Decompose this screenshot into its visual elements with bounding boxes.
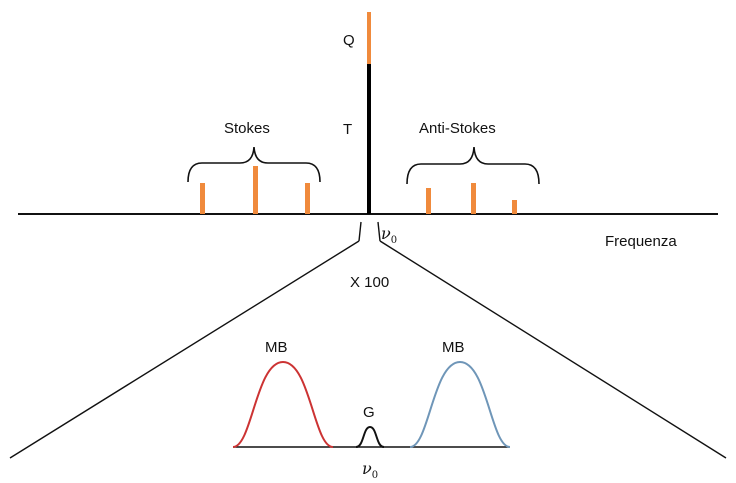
- label-mb-left: MB: [265, 339, 288, 356]
- anti-stokes-brace: [406, 146, 540, 185]
- central-line-q-segment: [367, 12, 371, 64]
- nu0-axis-subscript: 0: [391, 235, 397, 246]
- zoom-line-right: [377, 221, 381, 242]
- gaussian-peak: [355, 425, 385, 448]
- label-nu0-axis: ν0: [381, 224, 397, 246]
- stokes-brace: [187, 146, 321, 183]
- central-line-t-segment: [367, 64, 371, 214]
- label-mb-right: MB: [442, 339, 465, 356]
- zoom-line-left: [358, 221, 362, 242]
- nu0-axis-symbol: ν: [381, 224, 391, 243]
- nu0-inset-symbol: ν: [362, 459, 372, 478]
- anti-stokes-line-1: [426, 188, 431, 214]
- label-stokes: Stokes: [224, 120, 270, 137]
- label-frequency: Frequenza: [605, 233, 677, 250]
- label-t: T: [343, 121, 352, 138]
- label-anti-stokes: Anti-Stokes: [419, 120, 496, 137]
- anti-stokes-line-3: [512, 200, 517, 214]
- stokes-line-2: [253, 166, 258, 214]
- label-zoom-factor: X 100: [350, 274, 389, 291]
- label-g: G: [363, 404, 375, 421]
- stokes-line-3: [305, 183, 310, 214]
- mb-stokes-peak: [232, 360, 334, 448]
- label-nu0-inset: ν0: [362, 459, 378, 478]
- anti-stokes-line-2: [471, 183, 476, 214]
- zoom-line-right-long: [379, 240, 727, 459]
- nu0-inset-subscript: 0: [372, 470, 378, 478]
- mb-anti-stokes-peak: [409, 360, 511, 448]
- zoom-line-left-long: [9, 240, 360, 459]
- label-q: Q: [343, 32, 355, 49]
- stokes-line-1: [200, 183, 205, 214]
